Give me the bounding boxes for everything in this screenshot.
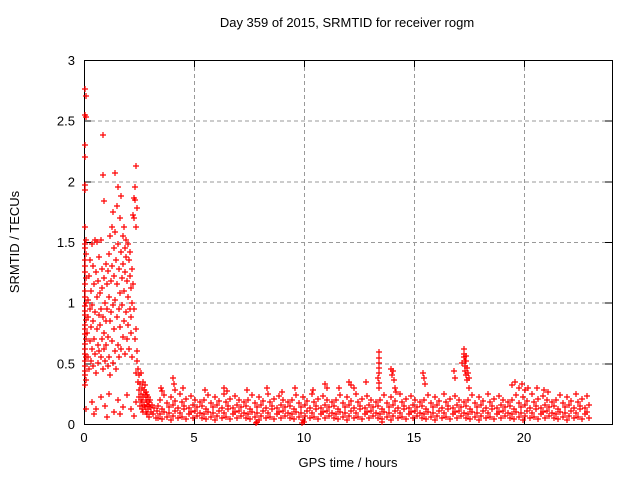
x-tick-label: 10 bbox=[297, 430, 311, 445]
x-axis-label: GPS time / hours bbox=[299, 455, 398, 470]
y-tick-label: 2 bbox=[68, 174, 75, 189]
y-tick-label: 1.5 bbox=[57, 235, 75, 250]
x-tick-label: 20 bbox=[517, 430, 531, 445]
y-tick-label: 2.5 bbox=[57, 114, 75, 129]
y-tick-label: 0.5 bbox=[57, 356, 75, 371]
x-tick-label: 15 bbox=[407, 430, 421, 445]
x-tick-label: 5 bbox=[190, 430, 197, 445]
grid-lines bbox=[84, 60, 612, 424]
y-tick-label: 3 bbox=[68, 53, 75, 68]
data-points bbox=[82, 86, 592, 426]
x-tick-label: 0 bbox=[80, 430, 87, 445]
generated-plot: 0 5 10 15 20 0 0.5 1 1.5 2 2.5 3 bbox=[57, 53, 613, 445]
tick-labels: 0 5 10 15 20 0 0.5 1 1.5 2 2.5 3 bbox=[57, 53, 531, 445]
chart-title: Day 359 of 2015, SRMTID for receiver rog… bbox=[220, 15, 474, 30]
y-tick-label: 0 bbox=[68, 417, 75, 432]
y-tick-label: 1 bbox=[68, 296, 75, 311]
y-axis-label: SRMTID / TECUs bbox=[7, 190, 22, 293]
